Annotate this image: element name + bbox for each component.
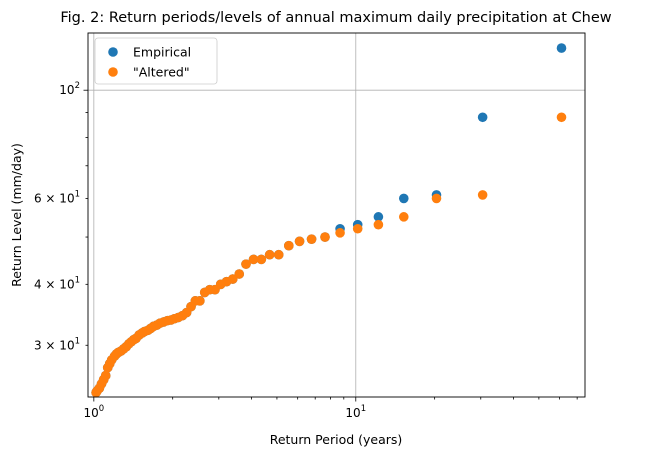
- data-point: [264, 249, 275, 260]
- legend-entry-label: Empirical: [133, 45, 191, 60]
- data-point: [373, 212, 384, 222]
- data-point: [556, 112, 567, 123]
- data-point: [102, 362, 113, 373]
- data-point: [284, 240, 294, 251]
- data-point: [352, 223, 363, 234]
- data-points: [91, 43, 567, 398]
- y-tick-label: 102: [59, 81, 80, 97]
- x-axis-label: Return Period (years): [270, 432, 403, 447]
- data-point: [91, 387, 101, 398]
- y-axis-label: Return Level (mm/day): [9, 143, 24, 287]
- data-point: [294, 236, 305, 247]
- y-tick-label: 4 × 101: [34, 275, 80, 291]
- legend-marker: [108, 67, 118, 77]
- data-point: [477, 190, 488, 200]
- data-point: [234, 269, 245, 279]
- data-point: [248, 254, 259, 265]
- data-point: [199, 287, 210, 298]
- legend-entry-label: "Altered": [133, 65, 190, 80]
- y-tick-label: 6 × 101: [34, 189, 80, 205]
- data-point: [431, 193, 442, 204]
- data-point: [335, 228, 345, 238]
- data-point: [256, 254, 267, 265]
- legend-box: [94, 37, 218, 85]
- data-point: [306, 234, 317, 244]
- grid-lines: [88, 33, 585, 397]
- data-point: [273, 249, 284, 260]
- data-point: [556, 43, 567, 53]
- data-point: [373, 219, 384, 230]
- plot-frame: [87, 32, 586, 398]
- data-point: [241, 259, 251, 269]
- x-tick-label: 101: [345, 404, 366, 420]
- x-tick-label: 100: [83, 404, 104, 420]
- legend-marker: [108, 47, 118, 57]
- data-point: [398, 193, 409, 204]
- legend: Empirical "Altered": [94, 37, 218, 85]
- data-point: [320, 232, 330, 242]
- chart-title: Fig. 2: Return periods/levels of annual …: [60, 10, 611, 26]
- data-point: [477, 112, 488, 123]
- axes: 100 101 3 × 101 4 × 101 6 × 101 102: [34, 32, 586, 420]
- y-tick-label: 3 × 101: [34, 336, 80, 352]
- data-point: [398, 212, 409, 222]
